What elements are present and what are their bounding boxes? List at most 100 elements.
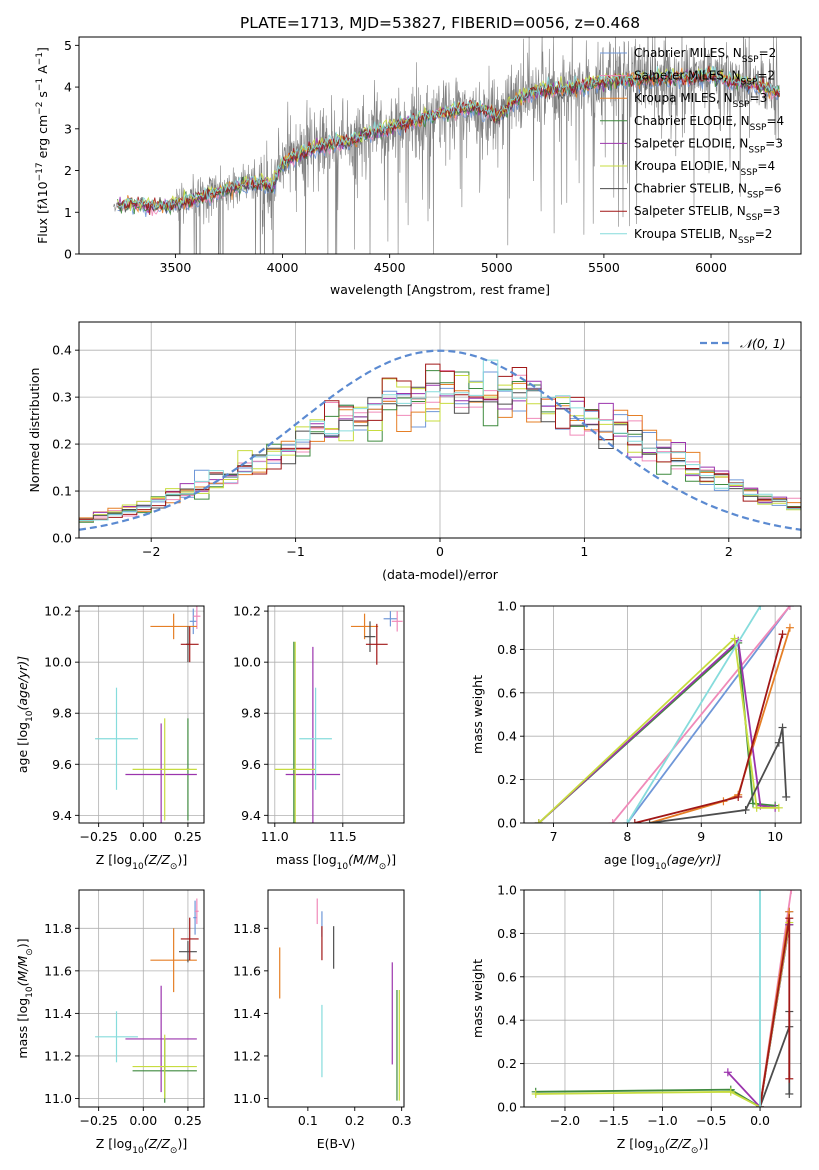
legend-label-kroupa-miles: Kroupa MILES, NSSP=3 <box>634 91 767 110</box>
label-part: 10 <box>132 1146 144 1156</box>
x-axis-label: Z [log10(Z/Z⊙)] <box>617 1136 708 1156</box>
error-bar-salpeter-stelib <box>180 917 199 961</box>
histogram-kroupa-miles <box>79 382 801 519</box>
y-tick-label: 0.8 <box>497 926 517 941</box>
y-tick-label: 0.0 <box>52 531 72 546</box>
legend-label-salpeter-miles: Salpeter MILES, NSSP=2 <box>634 69 775 88</box>
y-tick-label: 11.8 <box>233 921 261 936</box>
y-axis-label: mass [log10(M/M⊙)] <box>15 938 35 1058</box>
x-axis-label: mass [log10(M/M⊙)] <box>276 852 396 872</box>
legend-label-salpeter-elodie: Salpeter ELODIE, NSSP=3 <box>634 136 783 155</box>
label-part: SSP <box>733 100 750 110</box>
x-tick-label: 5500 <box>588 260 620 275</box>
x-tick-label: 0.25 <box>174 829 202 844</box>
plot-area <box>534 606 794 823</box>
x-tick-label: 1 <box>580 544 588 559</box>
plot-area <box>95 606 201 823</box>
legend-label-chabrier-miles: Chabrier MILES, NSSP=2 <box>634 46 776 65</box>
x-axis-label: Z [log10(Z/Z⊙)] <box>96 852 187 872</box>
x-tick-label: 8 <box>623 829 631 844</box>
label-part: −17 <box>35 162 45 181</box>
label-part: =2 <box>755 227 773 241</box>
histogram-kroupa-stelib <box>79 359 801 521</box>
y-tick-label: 0.0 <box>497 1100 517 1115</box>
error-bar-kroupa-stelib <box>95 687 138 790</box>
y-tick-label: 0.2 <box>497 772 517 787</box>
error-bar-kroupa-stelib <box>299 687 332 790</box>
figure-title: PLATE=1713, MJD=53827, FIBERID=0056, z=0… <box>240 14 640 32</box>
y-tick-label: 0 <box>64 247 72 262</box>
label-part: SSP <box>747 191 764 201</box>
label-part: =3 <box>750 91 768 105</box>
y-tick-label: 5 <box>64 38 72 53</box>
normal-distribution-curve <box>79 349 801 531</box>
series-marker-kroupa-elodie <box>726 1087 735 1096</box>
error-bar-kroupa-elodie <box>132 718 197 821</box>
x-tick-label: 9 <box>697 829 705 844</box>
label-part: Chabrier ELODIE, N <box>634 114 750 128</box>
series-marker-chabrier-stelib <box>774 738 783 747</box>
x-tick-label: 5000 <box>481 260 513 275</box>
label-part: SSP <box>746 213 763 223</box>
y-tick-label: 0.8 <box>497 642 517 657</box>
label-part: =4 <box>757 159 775 173</box>
label-part: =4 <box>766 114 784 128</box>
x-tick-label: −1.0 <box>647 1113 677 1128</box>
y-axis-label: Normed distribution <box>27 368 42 493</box>
y-tick-label: 10.0 <box>233 655 261 670</box>
label-part: Salpeter STELIB, N <box>634 204 746 218</box>
y-tick-label: 0.6 <box>497 685 517 700</box>
y-tick-label: 11.2 <box>44 1048 72 1063</box>
x-tick-label: −2.0 <box>550 1113 580 1128</box>
x-tick-label: 4500 <box>374 260 406 275</box>
histogram-chabrier-elodie <box>79 370 801 523</box>
x-tick-label: 0.1 <box>298 1113 318 1128</box>
series-marker-chabrier-stelib <box>785 1089 794 1098</box>
error-bar-salpeter-miles <box>195 898 199 925</box>
y-tick-label: 0.0 <box>497 816 517 831</box>
label-part: Kroupa MILES, N <box>634 91 733 105</box>
y-tick-label: 0.2 <box>52 437 72 452</box>
label-part: =2 <box>757 69 775 83</box>
error-bar-kroupa-elodie <box>274 641 316 823</box>
label-part: 10 <box>35 181 50 197</box>
label-part: −2 <box>35 102 45 115</box>
y-tick-label: 0.4 <box>497 729 517 744</box>
grid <box>79 890 204 1107</box>
series-marker-kroupa-stelib <box>756 606 765 610</box>
grid <box>79 322 801 539</box>
y-axis-label: mass weight <box>470 959 485 1038</box>
axes-frame <box>78 36 802 255</box>
error-bar-salpeter-elodie <box>125 723 197 823</box>
axes: −2 −1 0 1 2 0.0 0.1 0.2 0.3 0.4 𝒩(0, 1) (data-model… <box>27 321 802 582</box>
y-tick-label: 0.4 <box>497 1013 517 1028</box>
x-tick-label: 0.0 <box>750 1113 770 1128</box>
legend-label-salpeter-stelib: Salpeter STELIB, NSSP=3 <box>634 204 780 223</box>
y-tick-label: 0.3 <box>52 390 72 405</box>
spectrum-panel: 3500 4000 4500 5000 5500 6000 0 1 2 3 4 5 Chabrier M… <box>35 36 802 297</box>
x-tick-label: 2 <box>725 544 733 559</box>
y-tick-label: 1.0 <box>497 599 517 614</box>
series-marker-salpeter-stelib <box>630 819 639 823</box>
label-part: Z [log <box>96 852 132 867</box>
y-tick-label: 9.6 <box>241 757 261 772</box>
plot-area <box>79 349 801 531</box>
y-axis-label: mass weight <box>470 675 485 754</box>
label-part: Z [log <box>96 1136 132 1151</box>
label-part: s <box>35 91 50 102</box>
y-tick-label: 11.4 <box>44 1006 72 1021</box>
label-part: =6 <box>764 182 782 196</box>
series-marker-kroupa-elodie <box>730 634 739 643</box>
y-tick-label: 1.0 <box>497 883 517 898</box>
label-part: )] <box>177 1136 187 1151</box>
x-tick-label: 11.5 <box>329 829 357 844</box>
x-tick-label: 11.0 <box>261 829 289 844</box>
label-part: λ <box>35 197 50 205</box>
x-tick-label: 0.3 <box>392 1113 412 1128</box>
label-part: Salpeter ELODIE, N <box>634 136 748 150</box>
label-part: (M/M <box>348 852 379 867</box>
label-part: 10 <box>337 862 349 872</box>
